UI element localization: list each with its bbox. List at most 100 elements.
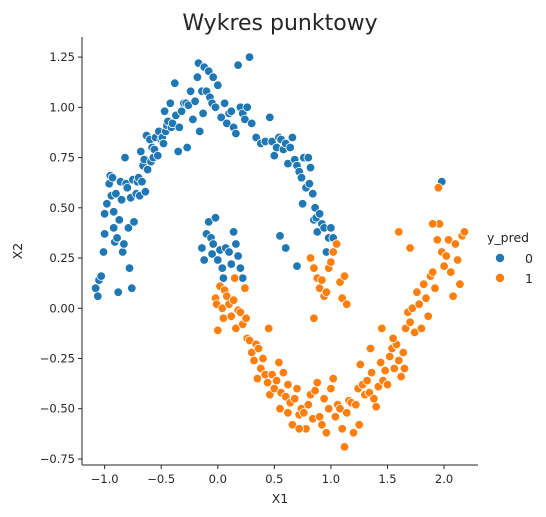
data-point-class-0 [199,255,209,265]
data-point-class-1 [309,313,319,324]
x-tick-label: 1.5 [378,472,396,486]
data-point-class-1 [428,267,438,277]
data-point-class-1 [299,408,309,418]
data-point-class-0 [281,243,291,253]
data-point-class-1 [405,317,415,328]
data-point-class-1 [271,375,282,386]
data-point-class-1 [213,325,223,336]
data-point-class-1 [421,293,431,303]
legend-marker-1 [494,272,505,283]
data-point-class-0 [136,146,146,157]
legend: y_pred 0 1 [487,230,533,286]
data-point-class-1 [324,404,334,414]
data-point-class-1 [414,299,424,309]
data-point-class-1 [448,291,458,301]
data-point-class-0 [185,86,196,97]
data-point-class-0 [102,199,112,209]
data-point-class-0 [297,199,308,209]
data-point-class-1 [380,365,390,376]
data-point-class-1 [409,327,420,338]
data-point-class-1 [366,367,377,378]
data-point-class-0 [198,108,208,119]
data-point-class-0 [305,162,316,173]
data-point-class-0 [312,227,323,237]
x-axis-ticks: −1.0 −0.5 0.0 0.5 1.0 1.5 2.0 [91,465,453,486]
data-point-class-1 [217,303,228,314]
legend-title: y_pred [487,230,529,245]
data-point-class-0 [208,239,218,249]
data-point-class-1 [319,394,329,404]
data-point-class-0 [108,223,119,233]
data-point-class-0 [207,249,217,259]
data-point-class-1 [419,279,429,289]
data-point-class-1 [287,420,298,430]
data-point-class-1 [441,251,452,261]
data-point-class-0 [192,72,203,82]
data-point-class-0 [112,233,122,243]
data-point-class-1 [264,323,274,334]
data-point-class-0 [218,273,229,283]
data-point-class-0 [176,106,187,117]
data-point-class-0 [96,271,106,281]
data-point-class-1 [303,400,314,410]
data-point-class-0 [142,164,153,175]
data-point-class-1 [432,235,443,245]
data-point-class-0 [99,229,110,239]
data-point-class-0 [308,188,318,199]
data-point-class-1 [274,357,284,368]
y-tick-label: 0.25 [49,251,75,265]
data-point-class-1 [407,303,418,314]
data-point-class-0 [210,102,221,113]
x-tick-label: 1.0 [322,472,340,486]
data-point-class-1 [229,273,240,283]
data-point-class-0 [285,142,295,153]
data-point-class-0 [216,112,226,123]
data-point-class-0 [119,239,129,249]
x-tick-label: −0.5 [147,472,175,486]
data-point-class-1 [455,279,465,289]
data-point-class-1 [423,311,433,322]
data-point-class-0 [228,227,239,237]
data-point-class-0 [117,247,128,257]
y-tick-label: 1.25 [49,50,75,64]
data-point-class-0 [208,72,218,82]
data-point-class-0 [140,186,151,197]
data-point-class-1 [290,394,300,404]
data-point-class-0 [233,251,243,261]
data-point-class-1 [337,424,347,434]
data-point-class-0 [124,263,135,273]
data-point-class-0 [153,150,163,161]
data-point-class-0 [235,263,246,273]
data-point-class-1 [321,428,332,438]
x-axis-label: X1 [272,491,289,506]
data-point-class-0 [231,128,241,139]
data-point-class-1 [258,353,268,364]
data-point-class-0 [114,215,125,225]
data-point-class-0 [203,217,214,227]
data-point-class-0 [123,223,134,233]
data-point-class-1 [342,408,352,418]
data-point-class-0 [283,158,293,169]
data-point-class-1 [294,424,304,434]
data-point-class-0 [116,195,127,205]
data-point-class-0 [233,60,243,70]
x-tick-label: 2.0 [435,472,453,486]
data-point-class-1 [253,343,264,354]
data-point-class-0 [226,259,237,269]
data-point-class-1 [398,347,409,358]
data-point-class-0 [122,182,133,193]
data-point-class-1 [312,377,323,388]
data-point-class-0 [314,209,325,219]
chart-title: Wykres punktowy [182,11,377,36]
data-point-class-0 [304,178,315,189]
data-point-class-1 [351,400,361,410]
data-point-class-1 [430,283,440,293]
data-point-class-0 [129,217,139,227]
data-point-class-1 [317,420,327,430]
data-point-class-1 [331,239,342,249]
data-point-class-1 [283,379,293,390]
data-point-class-1 [428,219,438,229]
data-point-class-0 [287,132,298,143]
data-point-class-0 [210,213,221,223]
data-point-class-1 [249,355,259,366]
